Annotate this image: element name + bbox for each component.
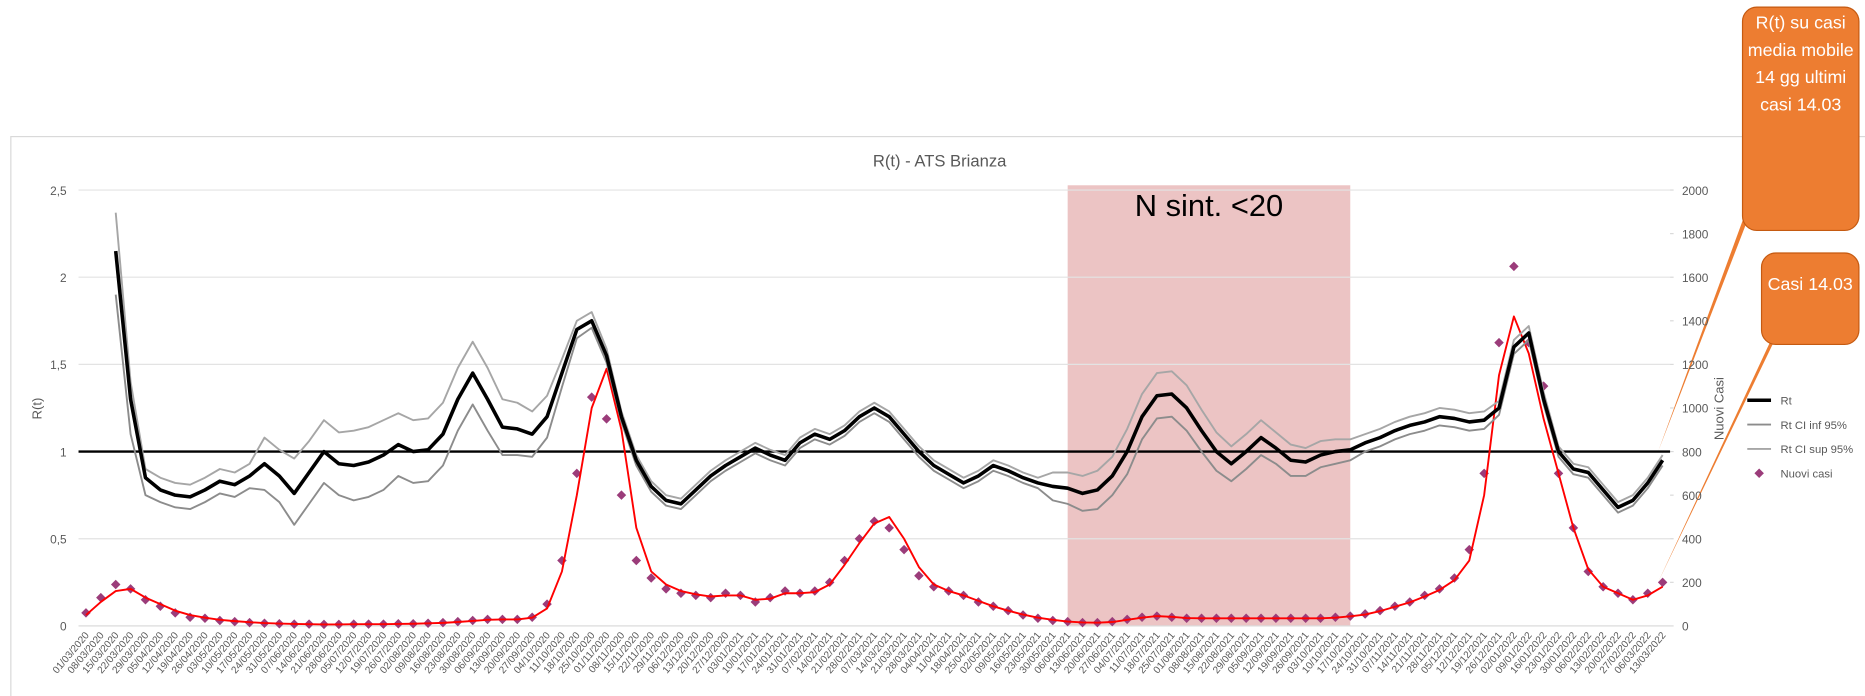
scatter-point xyxy=(646,573,656,583)
scatter-point xyxy=(1509,261,1519,272)
series-line xyxy=(85,315,1664,626)
y2-tick-label: 2000 xyxy=(1682,184,1709,198)
scatter-point xyxy=(691,590,701,601)
scatter-point xyxy=(705,592,716,603)
y-tick-label: 1 xyxy=(60,445,67,459)
y-axis-label: R(t) xyxy=(30,398,45,420)
scatter-point xyxy=(140,595,151,605)
scatter-point xyxy=(676,588,686,598)
scatter-point xyxy=(869,516,880,527)
y2-tick-label: 200 xyxy=(1682,576,1702,590)
legend-label: Rt CI sup 95% xyxy=(1781,444,1854,456)
scatter-point xyxy=(81,608,91,618)
series-line xyxy=(113,250,1665,510)
scatter-point xyxy=(616,490,627,500)
scatter-point xyxy=(765,592,775,603)
scatter-point xyxy=(929,581,939,592)
scatter-point xyxy=(631,555,642,566)
series-line xyxy=(114,294,1664,526)
y2-tick-label: 0 xyxy=(1682,620,1689,634)
y2-tick-label: 400 xyxy=(1682,532,1702,546)
scatter-point xyxy=(884,523,894,533)
legend-label: Nuovi casi xyxy=(1781,468,1833,480)
chart-frame xyxy=(10,135,1865,696)
scatter-point xyxy=(110,579,121,590)
shaded-region xyxy=(1067,185,1351,626)
legend-label: Rt xyxy=(1781,395,1793,407)
y-tick-label: 2,5 xyxy=(50,184,67,198)
callout-text: Casi 14.03 xyxy=(1767,274,1853,295)
scatter-point xyxy=(899,544,909,555)
y2-tick-label: 1800 xyxy=(1682,227,1709,241)
callout: R(t) su casi media mobile 14 gg ultimi c… xyxy=(1747,13,1854,116)
callout: Casi 14.03 xyxy=(1767,274,1853,295)
scatter-point xyxy=(914,571,924,581)
y2-tick-label: 600 xyxy=(1682,489,1702,503)
y2-tick-label: 800 xyxy=(1682,445,1702,459)
y2-axis-label: Nuovi Casi xyxy=(1712,377,1727,440)
callout-pointer xyxy=(1658,323,1783,582)
y2-tick-label: 1200 xyxy=(1682,358,1709,372)
chart-title: R(t) - ATS Brianza xyxy=(873,151,1007,170)
y-tick-label: 0,5 xyxy=(50,532,67,546)
callout-box xyxy=(1760,252,1860,346)
scatter-point xyxy=(810,586,820,596)
y-tick-label: 2 xyxy=(60,271,67,285)
y2-tick-label: 1400 xyxy=(1682,315,1709,329)
y-tick-label: 1,5 xyxy=(50,358,67,372)
series-line xyxy=(114,212,1664,504)
shaded-region-label: N sint. <20 xyxy=(1135,188,1283,223)
legend-label: Rt CI inf 95% xyxy=(1781,420,1847,432)
callout-box xyxy=(1741,6,1860,232)
y2-tick-label: 1000 xyxy=(1682,402,1709,416)
callout-text: R(t) su casi media mobile 14 gg ultimi c… xyxy=(1747,13,1854,116)
y2-tick-label: 1600 xyxy=(1682,271,1709,285)
y-tick-label: 0 xyxy=(60,620,67,634)
